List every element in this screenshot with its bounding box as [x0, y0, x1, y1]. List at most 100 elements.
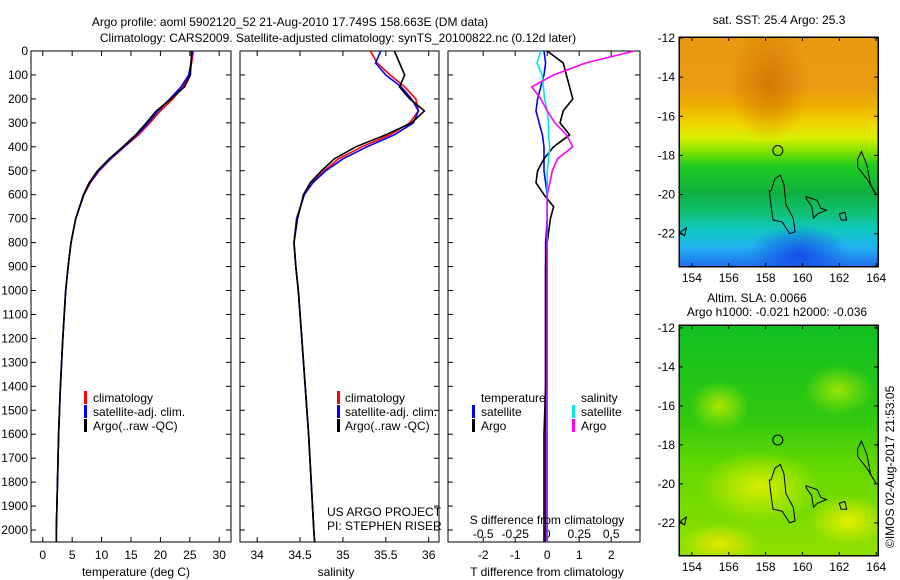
legend-climatology: climatology [93, 391, 153, 405]
difference-panel: -2 -1 0 1 2-0.5 -0.25 0 0.25 0.5 [447, 50, 641, 562]
coastline [805, 485, 828, 509]
longitude-tick-label: 158 [756, 271, 776, 285]
legend-t-satellite: satellite [481, 405, 522, 419]
longitude-tick-label: 160 [792, 271, 812, 285]
legend-swatch-climatology [84, 391, 87, 404]
x-tick-label: 30 [213, 548, 227, 562]
x-tick-label: -2 [478, 548, 489, 562]
depth-tick-label: 900 [8, 260, 28, 274]
latitude-tick-label: -18 [658, 148, 676, 162]
legend-s-argo: Argo [581, 419, 607, 433]
difference-legend: temperature salinity satellite Argo sate… [472, 391, 622, 433]
map-frame [678, 36, 879, 268]
longitude-tick-label: 160 [792, 560, 812, 574]
coastline [838, 211, 848, 221]
legend-swatch-t-argo [472, 419, 475, 432]
title-line-1: Argo profile: aoml 5902120_52 21-Aug-201… [92, 15, 488, 29]
depth-tick-label: 300 [8, 116, 28, 130]
legend-salinity-heading: salinity [581, 391, 618, 405]
series-line-temperature-argo [535, 50, 574, 542]
longitude-tick-label: 164 [866, 560, 886, 574]
map-frame [678, 324, 879, 557]
s-difference-axis-label: S difference from climatology [470, 513, 625, 527]
legend-swatch-satellite [337, 405, 340, 418]
latitude-tick-label: -20 [658, 188, 676, 202]
depth-tick-label: 1200 [1, 331, 28, 345]
x-tick-label: 2 [608, 548, 615, 562]
depth-tick-label: 1000 [1, 284, 28, 298]
legend-climatology: climatology [345, 391, 405, 405]
x-tick-label: 15 [124, 548, 138, 562]
argo-float-marker [772, 145, 784, 157]
longitude-tick-label: 164 [866, 271, 886, 285]
latitude-tick-label: -22 [658, 227, 676, 241]
salinity-panel: 34 34.5 35 35.5 36 [239, 50, 440, 562]
legend-t-argo: Argo [481, 419, 507, 433]
legend-temperature-heading: temperature [481, 391, 546, 405]
depth-tick-label: 1400 [1, 379, 28, 393]
x-tick-label: 0 [544, 548, 551, 562]
longitude-tick-label: 154 [682, 560, 702, 574]
longitude-tick-label: 154 [682, 271, 702, 285]
latitude-tick-label: -18 [658, 438, 676, 452]
legend-satellite: satellite-adj. clim. [345, 405, 437, 419]
coastline [857, 150, 877, 195]
salinity-legend: climatology satellite-adj. clim. Argo(..… [337, 391, 437, 433]
legend-swatch-s-satellite [572, 405, 575, 418]
latitude-tick-label: -14 [658, 360, 676, 374]
x-tick-label: 20 [154, 548, 168, 562]
coastline [680, 515, 688, 526]
legend-argo: Argo(..raw -QC) [345, 419, 430, 433]
depth-tick-label: 1900 [1, 499, 28, 513]
x-tick-label: 1 [576, 548, 583, 562]
coastline [838, 500, 848, 510]
x-tick-label: -1 [510, 548, 521, 562]
temperature-legend: climatology satellite-adj. clim. Argo(..… [84, 391, 185, 433]
sla-map-title: Altim. SLA: 0.0066 [707, 291, 807, 305]
project-label: US ARGO PROJECT [327, 505, 442, 519]
depth-tick-label: 700 [8, 212, 28, 226]
sla-map-field [679, 325, 879, 556]
legend-swatch-satellite [84, 405, 87, 418]
latitude-tick-label: -22 [658, 516, 676, 530]
legend-argo: Argo(..raw -QC) [93, 419, 178, 433]
depth-tick-label: 0 [21, 44, 28, 58]
s-tick-label: -0.25 [502, 527, 530, 541]
series-line-argo-raw-qc [55, 50, 193, 542]
legend-swatch-s-argo [572, 419, 575, 432]
depth-tick-label: 1100 [2, 307, 28, 321]
depth-tick-label: 2000 [1, 523, 28, 537]
legend-satellite: satellite-adj. clim. [93, 405, 185, 419]
coastline [680, 226, 688, 237]
x-tick-label: 34.5 [288, 548, 312, 562]
longitude-tick-label: 158 [756, 560, 776, 574]
legend-swatch-climatology [337, 391, 340, 404]
latitude-tick-label: -12 [658, 321, 676, 335]
latitude-tick-label: -16 [658, 399, 676, 413]
latitude-tick-label: -14 [658, 70, 676, 84]
depth-tick-label: 200 [8, 92, 28, 106]
latitude-tick-label: -12 [658, 31, 676, 45]
x-tick-label: 35.5 [374, 548, 398, 562]
latitude-tick-label: -20 [658, 477, 676, 491]
x-tick-label: 25 [183, 548, 197, 562]
sst-map-title: sat. SST: 25.4 Argo: 25.3 [713, 13, 846, 27]
longitude-tick-label: 162 [829, 271, 849, 285]
x-tick-label: 34 [250, 548, 264, 562]
depth-tick-label: 1700 [1, 451, 28, 465]
coastline [768, 463, 796, 524]
s-tick-label: -0.5 [473, 527, 494, 541]
latitude-tick-label: -16 [658, 109, 676, 123]
longitude-tick-label: 156 [719, 271, 739, 285]
x-tick-label: 36 [422, 548, 436, 562]
s-tick-label: 0.5 [603, 527, 620, 541]
legend-swatch-argo [337, 419, 340, 432]
sst-map-field [679, 37, 879, 267]
depth-tick-label: 400 [8, 140, 28, 154]
longitude-tick-label: 162 [829, 560, 849, 574]
depth-tick-label: 600 [8, 188, 28, 202]
depth-tick-label: 1300 [1, 355, 28, 369]
depth-tick-label: 1800 [1, 475, 28, 489]
title-line-2: Climatology: CARS2009. Satellite-adjuste… [100, 31, 576, 45]
